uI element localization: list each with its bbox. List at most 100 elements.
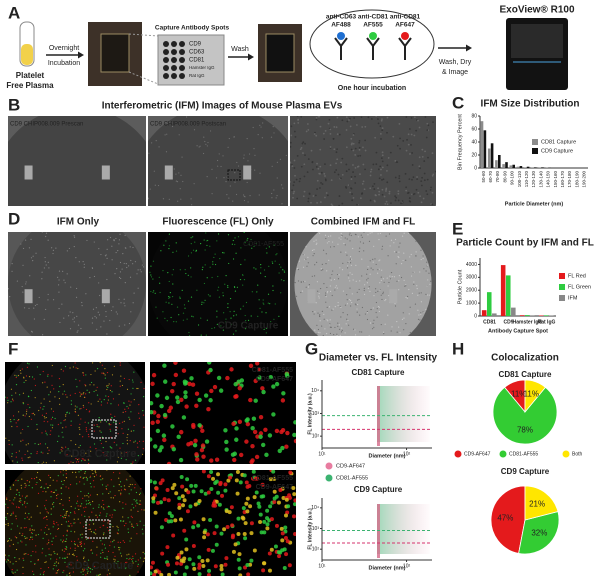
speckle bbox=[375, 291, 377, 294]
speckle bbox=[16, 461, 18, 463]
speckle bbox=[245, 320, 247, 322]
pie-slice bbox=[524, 485, 559, 521]
spot bbox=[171, 41, 177, 47]
speckle bbox=[281, 391, 286, 396]
speckle bbox=[265, 522, 270, 527]
speckle bbox=[329, 164, 332, 167]
speckle bbox=[254, 454, 260, 460]
speckle bbox=[63, 550, 65, 553]
speckle bbox=[54, 552, 56, 555]
speckle bbox=[53, 460, 56, 462]
speckle bbox=[153, 444, 158, 449]
speckle bbox=[380, 138, 382, 140]
speckle bbox=[260, 482, 265, 487]
speckle bbox=[209, 458, 214, 463]
speckle bbox=[379, 125, 382, 128]
speckle bbox=[324, 179, 327, 182]
speckle bbox=[76, 556, 78, 558]
speckle bbox=[333, 278, 336, 281]
speckle bbox=[50, 508, 52, 510]
speckle bbox=[127, 517, 129, 519]
speckle bbox=[249, 195, 251, 197]
speckle bbox=[22, 414, 24, 416]
speckle bbox=[23, 307, 26, 309]
speckle bbox=[143, 557, 145, 559]
speckle bbox=[11, 263, 13, 265]
speckle bbox=[96, 368, 99, 370]
speckle bbox=[303, 175, 306, 178]
speckle bbox=[25, 544, 27, 546]
speckle bbox=[107, 550, 110, 552]
y-tick-label: 4000 bbox=[466, 262, 477, 268]
speckle bbox=[175, 399, 181, 405]
speckle bbox=[350, 178, 353, 180]
speckle bbox=[90, 373, 92, 376]
speckle bbox=[139, 557, 142, 559]
speckle bbox=[10, 388, 13, 390]
speckle bbox=[354, 303, 356, 305]
speckle bbox=[68, 572, 70, 574]
speckle bbox=[65, 446, 67, 448]
speckle bbox=[22, 439, 24, 441]
panel-letter: E bbox=[452, 219, 463, 238]
speckle bbox=[33, 477, 36, 480]
speckle bbox=[290, 181, 291, 183]
speckle bbox=[22, 403, 25, 405]
speckle bbox=[34, 563, 36, 565]
speckle bbox=[79, 534, 82, 536]
speckle bbox=[134, 459, 137, 461]
speckle bbox=[23, 527, 25, 529]
label: Interferometric (IFM) Images of Mouse Pl… bbox=[102, 101, 343, 112]
speckle bbox=[87, 565, 89, 567]
speckle bbox=[325, 253, 327, 255]
speckle bbox=[331, 273, 333, 276]
speckle bbox=[87, 459, 90, 461]
speckle bbox=[261, 137, 263, 139]
speckle bbox=[109, 418, 112, 420]
speckle bbox=[267, 302, 269, 304]
speckle bbox=[77, 495, 79, 497]
speckle bbox=[397, 199, 400, 202]
speckle bbox=[116, 268, 118, 270]
speckle bbox=[8, 439, 10, 442]
speckle bbox=[254, 154, 256, 156]
speckle bbox=[130, 509, 132, 511]
speckle bbox=[76, 500, 79, 502]
speckle bbox=[304, 142, 306, 145]
speckle bbox=[283, 280, 285, 282]
speckle bbox=[36, 366, 39, 368]
speckle bbox=[142, 551, 144, 553]
speckle bbox=[36, 476, 38, 478]
speckle bbox=[245, 301, 248, 304]
spot-label: Rat IgG bbox=[189, 73, 205, 78]
speckle bbox=[425, 270, 427, 272]
speckle bbox=[155, 500, 160, 505]
speckle bbox=[192, 236, 194, 238]
speckle bbox=[122, 502, 124, 504]
speckle bbox=[52, 501, 55, 504]
speckle bbox=[401, 200, 404, 202]
speckle bbox=[217, 286, 220, 288]
speckle bbox=[30, 555, 32, 557]
speckle bbox=[162, 497, 167, 502]
speckle bbox=[401, 235, 404, 237]
speckle bbox=[355, 280, 357, 282]
speckle bbox=[48, 528, 50, 530]
speckle bbox=[81, 301, 83, 304]
bar bbox=[531, 167, 534, 168]
speckle bbox=[79, 428, 81, 430]
speckle bbox=[280, 538, 285, 543]
speckle bbox=[59, 403, 61, 406]
speckle bbox=[118, 483, 120, 486]
speckle bbox=[167, 272, 169, 274]
speckle bbox=[394, 199, 397, 202]
speckle bbox=[191, 204, 193, 206]
speckle bbox=[378, 190, 381, 193]
speckle bbox=[268, 477, 273, 482]
speckle bbox=[102, 478, 104, 480]
speckle bbox=[63, 390, 66, 392]
speckle bbox=[200, 443, 206, 448]
speckle bbox=[175, 242, 177, 244]
speckle bbox=[357, 299, 359, 301]
speckle bbox=[307, 200, 310, 203]
